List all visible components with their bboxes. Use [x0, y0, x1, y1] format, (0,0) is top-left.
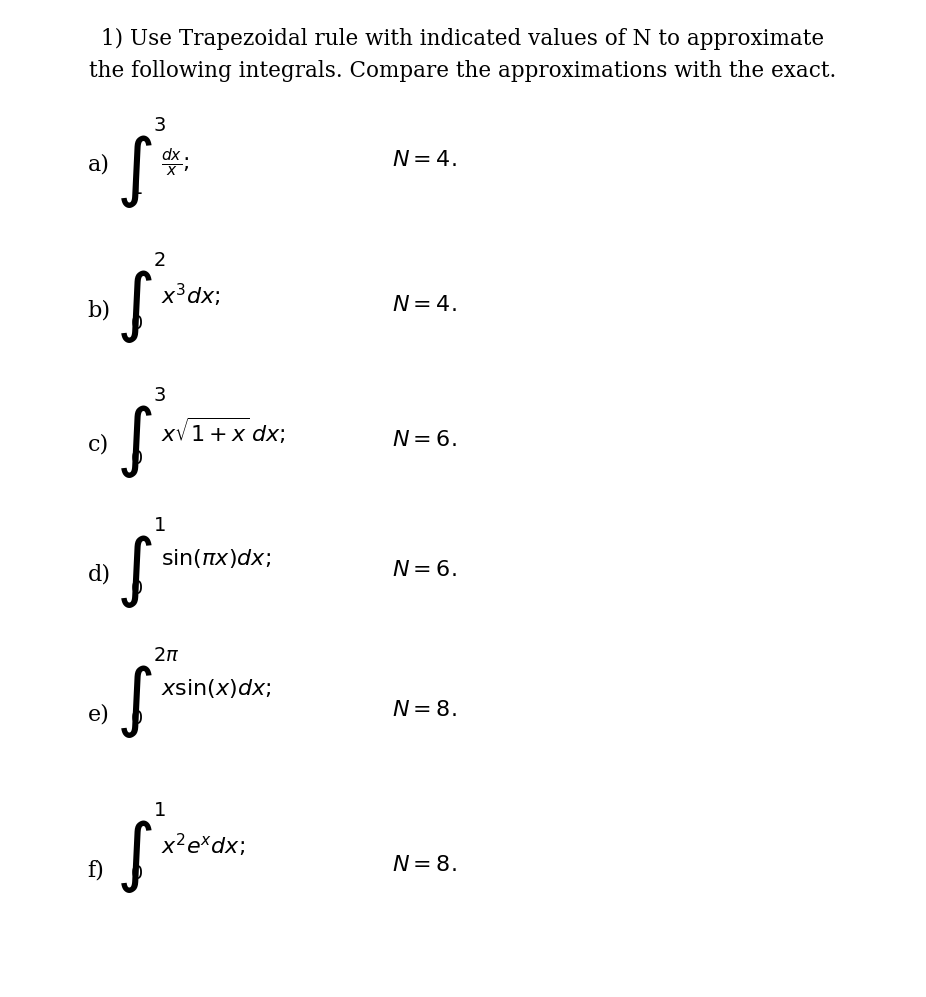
Text: $\frac{dx}{x};$: $\frac{dx}{x};$ — [161, 147, 190, 179]
Text: $N = 4.$: $N = 4.$ — [393, 294, 457, 316]
Text: $1$: $1$ — [153, 517, 166, 535]
Text: $N = 6.$: $N = 6.$ — [393, 559, 457, 581]
Text: $N = 8.$: $N = 8.$ — [393, 699, 457, 721]
Text: $\int$: $\int$ — [116, 818, 152, 895]
Text: $2\pi$: $2\pi$ — [153, 647, 180, 665]
Text: $\int$: $\int$ — [116, 403, 152, 480]
Text: $1$: $1$ — [130, 180, 143, 198]
Text: $x\sin(x)dx;$: $x\sin(x)dx;$ — [161, 677, 271, 700]
Text: $x^3dx;$: $x^3dx;$ — [161, 282, 220, 309]
Text: $0$: $0$ — [130, 710, 143, 728]
Text: $\int$: $\int$ — [116, 268, 152, 345]
Text: $0$: $0$ — [130, 865, 143, 883]
Text: $3$: $3$ — [153, 387, 166, 405]
Text: $3$: $3$ — [153, 117, 166, 135]
Text: $0$: $0$ — [130, 580, 143, 598]
Text: $N = 8.$: $N = 8.$ — [393, 854, 457, 876]
Text: $x^2e^x dx;$: $x^2e^x dx;$ — [161, 832, 244, 859]
Text: f): f) — [87, 859, 105, 881]
Text: the following integrals. Compare the approximations with the exact.: the following integrals. Compare the app… — [90, 60, 836, 82]
Text: $N = 4.$: $N = 4.$ — [393, 149, 457, 171]
Text: e): e) — [87, 704, 109, 726]
Text: $1$: $1$ — [153, 802, 166, 820]
Text: a): a) — [87, 154, 109, 176]
Text: $\sin(\pi x)dx;$: $\sin(\pi x)dx;$ — [161, 547, 271, 570]
Text: b): b) — [87, 299, 110, 321]
Text: $2$: $2$ — [153, 252, 166, 270]
Text: $x\sqrt{1+x}\,dx;$: $x\sqrt{1+x}\,dx;$ — [161, 417, 285, 448]
Text: d): d) — [87, 564, 110, 586]
Text: $0$: $0$ — [130, 450, 143, 468]
Text: $\int$: $\int$ — [116, 663, 152, 740]
Text: c): c) — [87, 434, 108, 456]
Text: $\int$: $\int$ — [116, 533, 152, 610]
Text: 1) Use Trapezoidal rule with indicated values of N to approximate: 1) Use Trapezoidal rule with indicated v… — [102, 28, 824, 50]
Text: $N = 6.$: $N = 6.$ — [393, 429, 457, 451]
Text: $0$: $0$ — [130, 315, 143, 333]
Text: $\int$: $\int$ — [116, 133, 152, 210]
